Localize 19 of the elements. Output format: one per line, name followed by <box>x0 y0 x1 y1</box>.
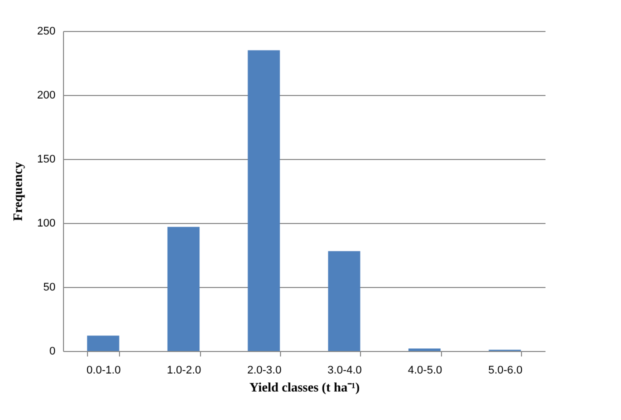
y-tick-label: 200 <box>37 90 56 102</box>
x-tick-label: 0.0-1.0 <box>86 364 121 376</box>
bar <box>87 336 120 351</box>
bar <box>328 251 360 351</box>
x-tick-label: 4.0-5.0 <box>408 364 442 376</box>
bar <box>167 226 200 351</box>
y-tick-label: 50 <box>43 282 56 294</box>
x-axis-title: Yield classes (t ha⁻¹) <box>249 380 360 394</box>
bar <box>408 348 441 351</box>
y-tick-label: 250 <box>37 26 56 38</box>
bar <box>248 50 280 351</box>
x-tick-label: 2.0-3.0 <box>247 364 282 376</box>
x-tick-label: 1.0-2.0 <box>166 364 202 376</box>
x-tick-label: 3.0-4.0 <box>328 364 362 376</box>
y-tick-label: 0 <box>49 346 56 358</box>
x-tick-label: 5.0-6.0 <box>488 364 522 376</box>
y-axis-title: Frequency <box>10 162 26 221</box>
y-tick-label: 100 <box>37 218 56 230</box>
y-tick-label: 150 <box>37 154 56 166</box>
